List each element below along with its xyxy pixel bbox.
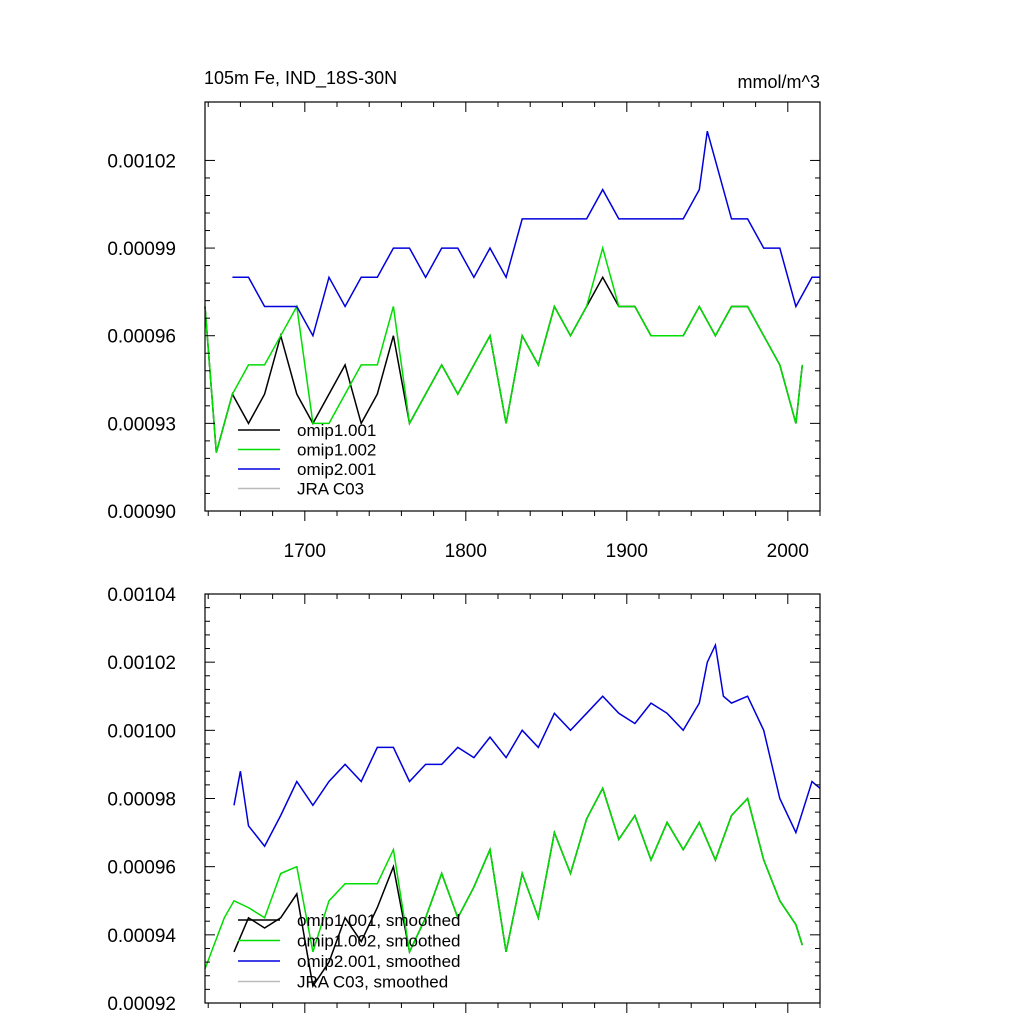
x-tick-label: 1700 — [284, 541, 326, 562]
legend-label: omip1.001 — [297, 421, 376, 440]
legend-label: JRA C03, smoothed — [297, 973, 448, 992]
y-tick-label: 0.00098 — [107, 790, 176, 811]
y-tick-label: 0.00096 — [107, 327, 176, 348]
y-tick-label: 0.00093 — [107, 414, 176, 435]
x-tick-label: 2000 — [767, 541, 809, 562]
y-tick-label: 0.00100 — [107, 721, 176, 742]
y-tick-label: 0.00102 — [107, 151, 176, 172]
x-tick-label: 1900 — [606, 541, 648, 562]
chart-title: 105m Fe, IND_18S-30N — [204, 68, 397, 89]
units-label: mmol/m^3 — [738, 72, 820, 92]
legend-label: omip1.002, smoothed — [297, 932, 461, 951]
legend-label: omip2.001 — [297, 460, 376, 479]
series-line-2 — [232, 130, 820, 338]
series-line-2 — [233, 642, 821, 848]
y-tick-label: 0.00104 — [107, 585, 176, 606]
x-tick-label: 1800 — [445, 541, 487, 562]
legend-label: omip2.001, smoothed — [297, 952, 461, 971]
series-line-1 — [204, 786, 804, 970]
axes-layer: 0.00090 0.00093 0.00096 0.00099 0.00102 1700 1… — [107, 102, 821, 562]
legend: omip1.001, smoothed omip1.002, smoothedom… — [238, 911, 461, 992]
y-tick-label: 0.00102 — [107, 653, 176, 674]
series-line-1 — [204, 245, 804, 453]
series-layer — [204, 642, 821, 988]
legend-label: omip1.002 — [297, 441, 376, 460]
y-tick-label: 0.00099 — [107, 239, 176, 260]
legend-label: omip1.001, smoothed — [297, 911, 461, 930]
y-tick-label: 0.00090 — [107, 502, 176, 523]
y-tick-label: 0.00096 — [107, 858, 176, 879]
bottom-line-chart: 0.00092 0.00094 0.00096 0.00098 0.00100 0.001… — [107, 585, 821, 1015]
legend-label: JRA C03 — [297, 480, 364, 499]
plot-frame — [204, 101, 821, 512]
top-line-chart: 105m Fe, IND_18S-30N mmol/m^3 0.000900.0… — [107, 68, 821, 562]
y-tick-label: 0.00094 — [107, 926, 176, 947]
y-tick-label: 0.00092 — [107, 994, 176, 1015]
series-layer — [204, 130, 820, 453]
axes-layer: 0.00092 0.00094 0.00096 0.00098 0.00100 0.001… — [107, 585, 821, 1015]
